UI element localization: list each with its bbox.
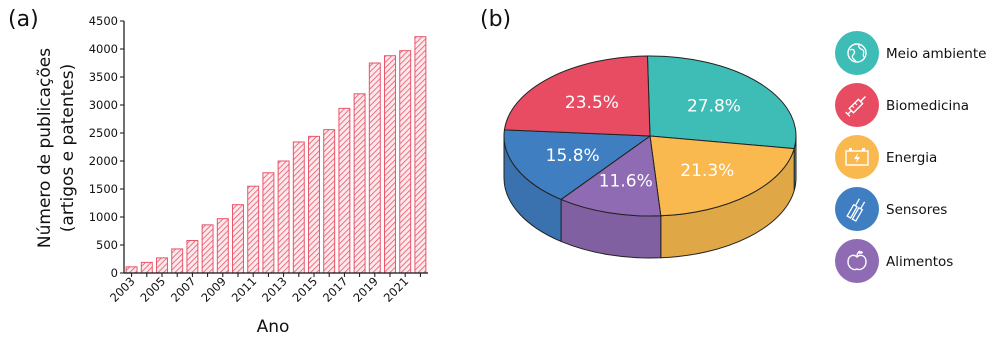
pie-slice-alimentos [560,135,662,217]
pie-slice-energia [649,135,795,217]
legend-label: Meio ambiente [886,46,986,62]
legend-swatch [835,187,879,231]
legend-swatch [835,239,879,283]
y-tick-label: 1500 [89,182,118,196]
y-tick-label: 1000 [89,210,118,224]
bar-2021 [399,50,412,274]
globe-icon [847,43,867,63]
bar-2009 [216,218,229,274]
legend: Meio ambiente Biomedicina Energia Sensores A… [835,31,986,283]
y-axis-title-line1: Número de publicações [35,48,55,248]
legend-swatch [835,31,879,75]
y-tick-label: 4000 [89,42,118,56]
bar-2020 [384,55,396,274]
pie-label: 23.5% [565,93,619,113]
bar-chart: Número de publicações (artigos e patente… [35,14,428,337]
y-tick-label: 4500 [89,14,118,28]
x-tick-label: 2019 [350,274,381,305]
bar-2010 [232,204,244,274]
sensor-icon [846,198,866,222]
x-tick-label: 2005 [138,274,169,305]
legend-item-alimentos: Alimentos [835,239,953,283]
panel-label-a: (a) [8,7,39,32]
bar-2016 [323,129,336,274]
x-tick-label: 2017 [320,274,351,305]
x-tick-label: 2021 [381,274,412,305]
pie-slice-sensores [503,129,651,200]
legend-label: Sensores [886,202,947,218]
y-tick-label: 3000 [89,98,118,112]
bar-2003 [125,266,138,274]
legend-label: Alimentos [886,254,953,270]
x-tick-label: 2015 [290,274,321,305]
legend-item-meio-ambiente: Meio ambiente [835,31,986,75]
y-axis-title-line2: (artigos e patentes) [58,64,78,232]
x-tick-label: 2011 [229,274,260,305]
bar-2013 [277,160,290,274]
bar-2004 [140,261,153,274]
legend-item-energia: Energia [835,135,937,179]
y-axis-title: Número de publicações (artigos e patente… [35,48,78,248]
legend-label: Biomedicina [886,98,969,114]
x-axis-title: Ano [257,317,290,337]
bar-2022 [414,36,427,274]
pie-label: 21.3% [680,161,734,181]
bar-2006 [171,248,184,274]
panel-label-b: (b) [480,7,511,32]
legend-item-sensores: Sensores [835,187,947,231]
bar-2005 [156,257,168,274]
syringe-icon [845,96,866,117]
bar-2014 [292,141,305,274]
apple-icon [847,250,867,271]
bar-2012 [262,172,275,274]
legend-label: Energia [886,150,937,166]
battery-icon [845,148,869,166]
bar-2018 [353,93,366,274]
x-tick-label: 2009 [198,274,229,305]
bar-2007 [186,240,199,274]
y-tick-label: 500 [96,238,118,252]
y-tick-label: 2000 [89,154,118,168]
bar-2019 [368,62,381,274]
pie-side [503,135,797,259]
bar-2011 [247,185,260,274]
y-tick-label: 0 [111,266,118,280]
x-tick-label: 2013 [259,274,290,305]
pie-label: 15.8% [546,146,600,166]
y-tick-label: 3500 [89,70,118,84]
pie-slice-biomedicina [503,55,651,137]
legend-item-biomedicina: Biomedicina [835,83,969,127]
bar-2017 [338,107,351,274]
x-tick-label: 2007 [168,274,199,305]
pie-label: 27.8% [687,97,741,117]
pie-chart: 27.8% 21.3% 11.6% 15.8% 23.5% [503,55,797,259]
pie-label: 11.6% [599,171,653,191]
bar-2008 [201,224,214,274]
y-tick-label: 2500 [89,126,118,140]
pie-slice-meio-ambiente [646,55,797,150]
bar-2015 [308,135,320,274]
